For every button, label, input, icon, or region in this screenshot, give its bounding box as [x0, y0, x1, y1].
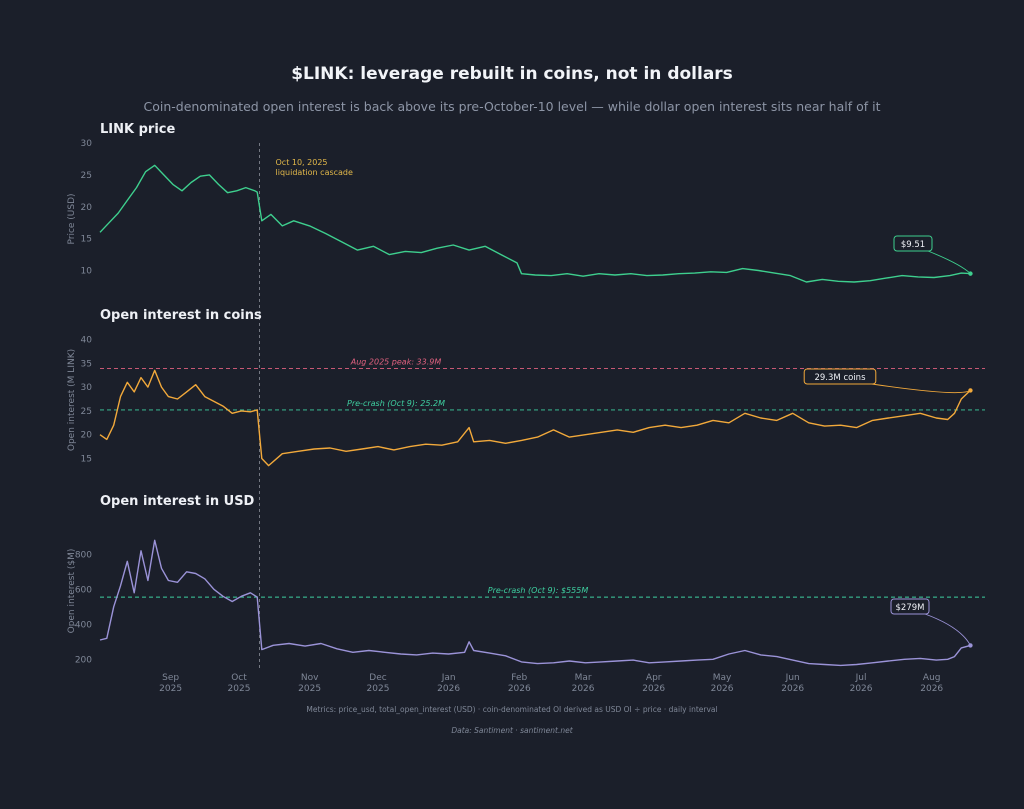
y-tick-label: 20	[81, 431, 93, 441]
x-tick-month: Aug	[923, 673, 941, 683]
panel-title: Open interest in coins	[100, 308, 262, 323]
x-tick-year: 2025	[159, 684, 182, 694]
x-tick-year: 2025	[298, 684, 321, 694]
panel-1: LINK price Price (USD) 10 15 20 25 30 $9.51	[67, 122, 973, 283]
x-tick-year: 2026	[920, 684, 943, 694]
reference-line-label: Pre-crash (Oct 9): 25.2M	[347, 399, 445, 408]
last-point	[968, 388, 973, 393]
callout-badge	[803, 368, 877, 385]
panel-title: Open interest in USD	[100, 494, 255, 509]
panel-2: Open interest in coins Open interest (M L…	[67, 308, 985, 467]
series-line	[99, 369, 971, 467]
y-axis-label: Price (USD)	[67, 193, 77, 244]
y-tick-label: 800	[75, 550, 92, 560]
x-tick-month: Nov	[301, 673, 319, 683]
series-line	[99, 539, 971, 667]
callout-badge	[893, 235, 933, 252]
x-tick-year: 2026	[850, 684, 873, 694]
event-label-date: Oct 10, 2025	[276, 158, 328, 167]
y-tick-label: 400	[75, 620, 92, 630]
y-tick-label: 35	[81, 359, 92, 369]
y-axis-label: Open interest ($M)	[67, 549, 77, 634]
callout-label: 29.3M coins	[814, 373, 866, 383]
chart-title: $LINK: leverage rebuilt in coins, not in…	[291, 64, 733, 84]
metrics-footnote: Metrics: price_usd, total_open_interest …	[306, 705, 718, 714]
callout-label: $279M	[896, 603, 925, 613]
x-tick-month: Feb	[511, 673, 527, 683]
callout-connector	[871, 383, 971, 394]
series-line	[99, 164, 971, 283]
y-tick-label: 200	[75, 655, 92, 665]
x-tick-month: Oct	[231, 673, 247, 683]
reference-line-label: Pre-crash (Oct 9): $555M	[488, 586, 589, 595]
y-tick-label: 15	[81, 454, 92, 464]
y-tick-label: 15	[81, 235, 92, 245]
x-tick-month: May	[713, 673, 732, 683]
x-tick-year: 2026	[781, 684, 804, 694]
y-tick-label: 600	[75, 585, 92, 595]
x-tick-year: 2026	[642, 684, 665, 694]
data-source-footnote: Data: Santiment · santiment.net	[451, 726, 573, 735]
x-tick-month: Sep	[162, 673, 179, 683]
x-tick-year: 2025	[367, 684, 390, 694]
callout-badge	[890, 598, 930, 615]
x-tick-month: Mar	[575, 673, 592, 683]
callout-label: $9.51	[901, 240, 925, 250]
y-tick-label: 10	[81, 267, 93, 277]
y-tick-label: 30	[81, 139, 93, 149]
x-tick-month: Jul	[855, 673, 867, 683]
x-tick-month: Apr	[646, 673, 662, 683]
callout-connector	[924, 613, 971, 646]
x-tick-year: 2026	[508, 684, 531, 694]
x-tick-year: 2025	[228, 684, 251, 694]
event-label-text: liquidation cascade	[276, 168, 354, 177]
reference-line-label: Aug 2025 peak: 33.9M	[350, 358, 442, 367]
y-tick-label: 40	[81, 336, 93, 346]
x-tick-month: Dec	[369, 673, 386, 683]
y-tick-label: 25	[81, 407, 92, 417]
chart-subtitle: Coin-denominated open interest is back a…	[143, 99, 881, 114]
x-tick-year: 2026	[572, 684, 595, 694]
y-axis-label: Open interest (M LINK)	[67, 349, 77, 451]
x-tick-year: 2026	[437, 684, 460, 694]
y-tick-label: 25	[81, 171, 92, 181]
x-tick-year: 2026	[711, 684, 734, 694]
panel-3: Open interest in USD Open interest ($M) 20…	[67, 494, 985, 667]
x-tick-month: Jan	[441, 673, 456, 683]
callout-connector	[927, 250, 971, 274]
x-tick-month: Jun	[785, 673, 800, 683]
y-tick-label: 30	[81, 383, 93, 393]
panel-title: LINK price	[100, 122, 175, 137]
y-tick-label: 20	[81, 203, 93, 213]
